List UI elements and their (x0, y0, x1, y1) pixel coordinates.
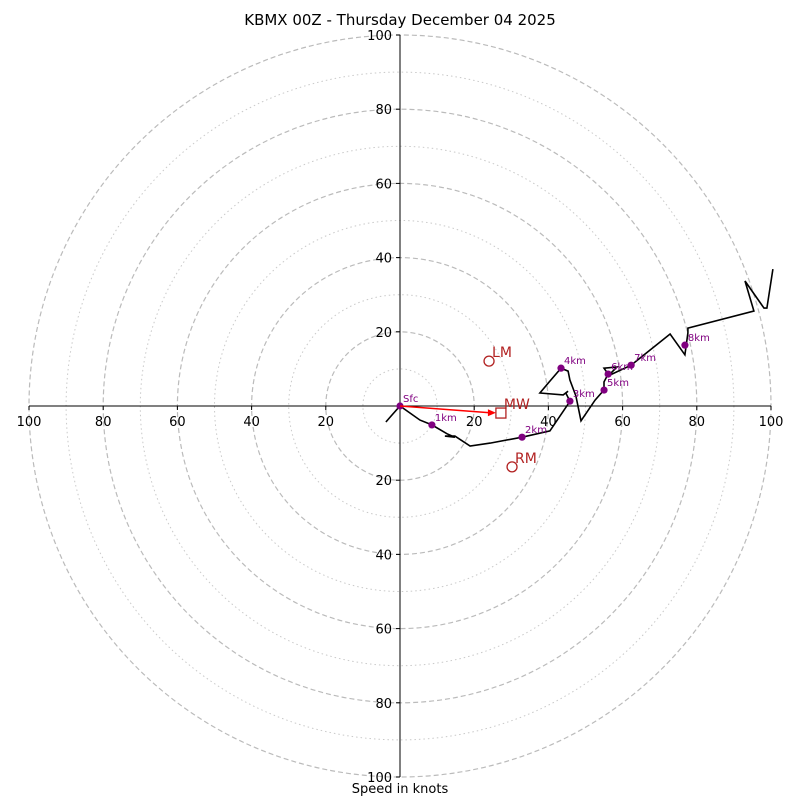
storm-motion-label-lm: LM (492, 345, 512, 361)
y-tick-label: 20 (375, 326, 392, 341)
height-marker-8km (681, 341, 689, 349)
y-tick-label: 80 (375, 697, 392, 712)
y-tick-label: 40 (375, 548, 392, 563)
height-label-sfc: Sfc (403, 394, 418, 405)
height-label-6km: 6km (611, 362, 633, 373)
y-tick-label: 40 (375, 252, 392, 267)
mean-wind-arrow-head (487, 409, 496, 417)
x-tick-label: 60 (614, 415, 631, 430)
x-axis-label: Speed in knots (351, 782, 449, 797)
x-tick-label: 100 (17, 415, 42, 430)
height-label-5km: 5km (607, 378, 629, 389)
height-marker-4km (557, 364, 565, 372)
storm-motion-label-rm: RM (515, 451, 537, 467)
x-tick-label: 60 (169, 415, 186, 430)
storm-motions: LM RM MW (399, 345, 537, 473)
height-marker-1km (428, 421, 436, 429)
y-tick-label: 60 (375, 177, 392, 192)
hodograph-trace (385, 268, 774, 447)
storm-motion-label-mw: MW (504, 397, 530, 413)
storm-motion-marker-lm (483, 355, 495, 367)
x-tick-label: 80 (689, 415, 706, 430)
height-label-3km: 3km (573, 389, 595, 400)
storm-motion-marker-rm (506, 461, 518, 473)
height-marker-3km (566, 397, 574, 405)
storm-motion-marker-mw (495, 407, 507, 419)
height-label-7km: 7km (634, 353, 656, 364)
chart-title: KBMX 00Z - Thursday December 04 2025 (244, 11, 556, 29)
y-tick-label: 60 (375, 623, 392, 638)
height-label-2km: 2km (525, 425, 547, 436)
height-marker-2km (518, 433, 526, 441)
y-tick-label: 80 (375, 103, 392, 118)
height-marker-6km (604, 370, 612, 378)
hodograph-line (385, 268, 774, 447)
x-tick-label: 40 (243, 415, 260, 430)
x-tick-label: 80 (95, 415, 112, 430)
y-tick-label: 100 (367, 29, 392, 44)
x-tick-label: 20 (466, 415, 483, 430)
mean-wind-arrow-shaft (399, 405, 490, 414)
y-tick-label: 100 (367, 771, 392, 786)
height-label-4km: 4km (564, 356, 586, 367)
height-marker-7km (627, 361, 635, 369)
x-tick-label: 100 (759, 415, 784, 430)
x-tick-label: 20 (318, 415, 335, 430)
height-marker-5km (600, 386, 608, 394)
tick-labels: 2020202040404040606060608080808010010010… (17, 29, 784, 786)
height-label-8km: 8km (688, 333, 710, 344)
height-label-1km: 1km (435, 413, 457, 424)
y-tick-label: 20 (375, 474, 392, 489)
